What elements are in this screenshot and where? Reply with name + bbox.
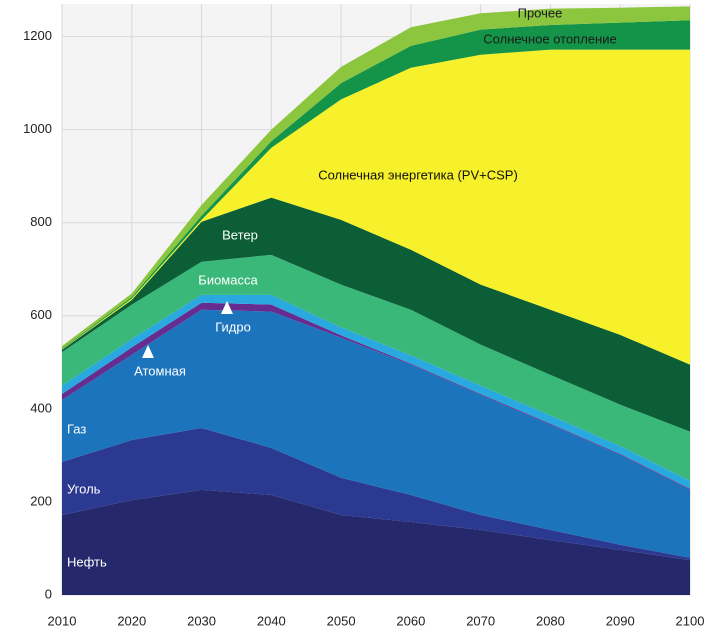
- area: [62, 49, 690, 365]
- x-tick-label: 2020: [117, 613, 146, 628]
- series-label: Нефть: [67, 554, 107, 569]
- x-tick-label: 2030: [187, 613, 216, 628]
- atom-pointer: [142, 345, 154, 358]
- y-tick-label: 800: [30, 214, 52, 229]
- x-tick-label: 2050: [327, 613, 356, 628]
- series-label: Солнечная энергетика (PV+CSP): [318, 167, 518, 182]
- series-label: Солнечное отопление: [483, 31, 616, 46]
- series-label: Ветер: [222, 227, 258, 242]
- y-tick-label: 600: [30, 307, 52, 322]
- series-label: Прочее: [518, 5, 563, 20]
- x-tick-label: 2100: [676, 613, 705, 628]
- series-label: Уголь: [67, 481, 101, 496]
- series-label: Газ: [67, 421, 86, 436]
- series-label: Гидро: [215, 319, 251, 334]
- y-tick-label: 400: [30, 400, 52, 415]
- x-tick-label: 2060: [396, 613, 425, 628]
- x-tick-label: 2090: [606, 613, 635, 628]
- area: [62, 197, 690, 432]
- area: [62, 309, 690, 558]
- x-tick-label: 2070: [466, 613, 495, 628]
- y-tick-label: 1000: [23, 121, 52, 136]
- area: [62, 427, 690, 561]
- x-tick-label: 2040: [257, 613, 286, 628]
- area: [62, 254, 690, 481]
- x-tick-label: 2010: [48, 613, 77, 628]
- series-label: Биомасса: [198, 272, 258, 287]
- hydro-pointer: [221, 301, 233, 314]
- series-label: Атомная: [134, 363, 186, 378]
- y-tick-label: 1200: [23, 28, 52, 43]
- x-tick-label: 2080: [536, 613, 565, 628]
- area: [62, 489, 690, 595]
- y-tick-label: 200: [30, 493, 52, 508]
- y-tick-label: 0: [45, 586, 52, 601]
